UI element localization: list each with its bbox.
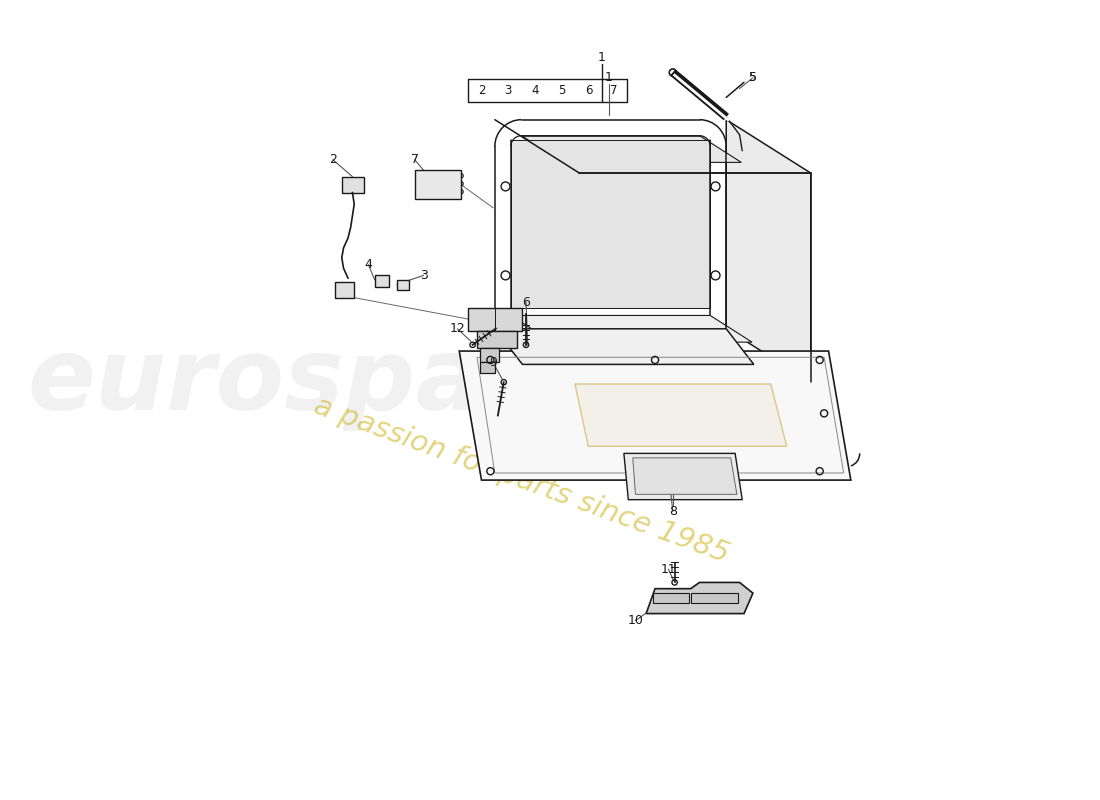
Polygon shape: [477, 330, 517, 348]
Text: 10: 10: [627, 614, 644, 627]
Text: 2: 2: [477, 84, 485, 97]
FancyBboxPatch shape: [342, 177, 364, 193]
Text: 4: 4: [364, 258, 373, 271]
Polygon shape: [510, 315, 752, 342]
Text: eurospares: eurospares: [28, 334, 660, 430]
Text: 7: 7: [410, 154, 419, 166]
Text: 3: 3: [505, 84, 512, 97]
Text: 5: 5: [558, 84, 565, 97]
Text: 7: 7: [610, 84, 618, 97]
Polygon shape: [575, 384, 786, 446]
Polygon shape: [510, 140, 711, 308]
Polygon shape: [691, 593, 738, 603]
Text: a passion for parts since 1985: a passion for parts since 1985: [310, 392, 733, 569]
Text: 9: 9: [490, 356, 497, 369]
FancyBboxPatch shape: [415, 170, 461, 199]
Text: 11: 11: [660, 562, 676, 575]
Polygon shape: [632, 458, 737, 494]
Polygon shape: [459, 351, 850, 480]
Text: 5: 5: [749, 71, 757, 84]
Polygon shape: [495, 329, 754, 365]
Text: 3: 3: [420, 269, 428, 282]
Polygon shape: [726, 120, 811, 382]
Text: 5: 5: [749, 71, 757, 84]
Polygon shape: [624, 454, 742, 500]
Polygon shape: [653, 593, 689, 603]
FancyBboxPatch shape: [375, 275, 389, 287]
Polygon shape: [469, 308, 521, 330]
Text: 12: 12: [450, 322, 465, 335]
Text: 8: 8: [669, 505, 676, 518]
Text: 1: 1: [598, 51, 606, 64]
FancyBboxPatch shape: [334, 282, 354, 298]
Polygon shape: [521, 136, 741, 162]
Text: 4: 4: [531, 84, 539, 97]
Text: 6: 6: [522, 296, 530, 309]
Polygon shape: [480, 362, 495, 374]
Text: 1: 1: [605, 71, 613, 84]
FancyBboxPatch shape: [397, 280, 409, 290]
Text: 6: 6: [585, 84, 592, 97]
Polygon shape: [480, 348, 499, 362]
Polygon shape: [646, 582, 752, 614]
Text: 2: 2: [329, 154, 337, 166]
